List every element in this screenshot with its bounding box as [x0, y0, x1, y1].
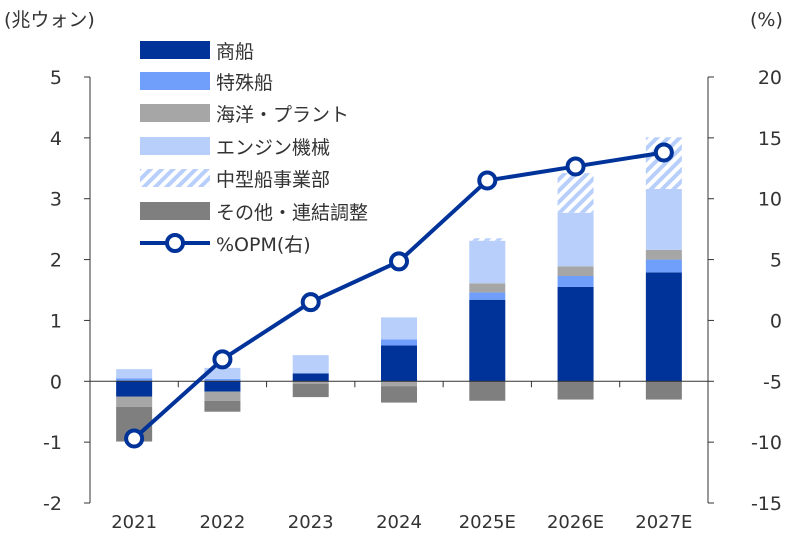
bar-segment [645, 249, 682, 260]
bar-segment [557, 266, 594, 277]
legend-label: 特殊船 [216, 72, 273, 94]
bar-segment [204, 381, 241, 392]
bar-segment [645, 259, 682, 273]
bar-segment [557, 381, 594, 400]
bar-segment [292, 383, 329, 398]
bar-segment [292, 381, 329, 384]
bar-segment [469, 238, 506, 241]
x-tick-label: 2026E [547, 512, 604, 533]
bar-segment [381, 386, 417, 403]
legend-label: 商船 [216, 41, 254, 63]
bar-segment [204, 367, 241, 379]
bar-segment [381, 381, 417, 387]
bar-segment [292, 373, 329, 382]
legend-label: %OPM(右) [216, 234, 311, 256]
bar-segment [381, 339, 417, 346]
y2-tick-label: -5 [763, 371, 782, 393]
x-tick-label: 2023 [288, 512, 334, 533]
bar-segment [557, 286, 594, 382]
bar-segment [469, 381, 506, 401]
bar-segment [116, 396, 153, 407]
y2-tick-label: 15 [758, 128, 782, 150]
x-tick-label: 2021 [111, 512, 157, 533]
y2-tick-label: 10 [758, 189, 782, 211]
opm-marker [565, 156, 586, 177]
bar-segment [116, 381, 153, 397]
opm-marker [389, 251, 409, 272]
legend-swatch [140, 202, 210, 220]
bar-segment [469, 299, 506, 382]
legend-label: エンジン機械 [216, 137, 330, 159]
opm-marker [124, 428, 145, 449]
y-tick-label: 3 [50, 189, 62, 211]
bar-segment [557, 276, 594, 287]
bar-segment [116, 369, 153, 379]
right-unit-label: (%) [750, 9, 783, 31]
y2-tick-label: 5 [770, 250, 782, 272]
bar-segment [645, 188, 682, 250]
legend-line-marker [165, 233, 185, 253]
y-tick-label: -2 [43, 493, 62, 515]
legend-swatch [140, 41, 210, 59]
bar-segment [381, 317, 417, 340]
legend-label: 海洋・プラント [216, 104, 349, 126]
bar-segment [204, 378, 241, 382]
bar-segment [557, 212, 594, 267]
legend-label: その他・連結調整 [216, 202, 368, 224]
bar-segment [204, 391, 241, 401]
bar-segment [204, 400, 241, 412]
opm-marker [477, 170, 498, 191]
y-tick-label: 0 [50, 371, 62, 393]
legend-swatch [140, 137, 210, 155]
x-tick-label: 2024 [376, 512, 422, 533]
y2-tick-label: -10 [751, 432, 782, 454]
y-tick-label: 1 [50, 310, 62, 332]
y2-tick-label: 0 [770, 310, 782, 332]
y-tick-label: 2 [50, 250, 62, 272]
opm-marker [212, 349, 233, 370]
opm-marker [653, 142, 674, 163]
bar-segment [469, 283, 506, 293]
left-unit-label: (兆ウォン) [4, 9, 95, 31]
y2-tick-label: -15 [751, 493, 782, 515]
legend-swatch [140, 104, 210, 122]
bar-segment [557, 173, 594, 213]
y-tick-label: 5 [50, 67, 62, 89]
x-tick-label: 2027E [635, 512, 692, 533]
y-tick-label: -1 [43, 432, 62, 454]
y-tick-label: 4 [50, 128, 62, 150]
bar-segment [469, 292, 506, 300]
bar-segment [116, 378, 153, 382]
bar-segment [381, 345, 417, 382]
legend-label: 中型船事業部 [216, 169, 330, 191]
bar-segment [645, 272, 682, 382]
opm-marker [300, 292, 321, 313]
bar-segment [469, 240, 506, 284]
legend-swatch [140, 72, 210, 90]
x-tick-label: 2022 [200, 512, 246, 533]
x-tick-label: 2025E [459, 512, 516, 533]
legend-swatch [140, 169, 210, 187]
bar-segment [645, 381, 682, 400]
bar-segment [292, 355, 329, 374]
y2-tick-label: 20 [758, 67, 782, 89]
